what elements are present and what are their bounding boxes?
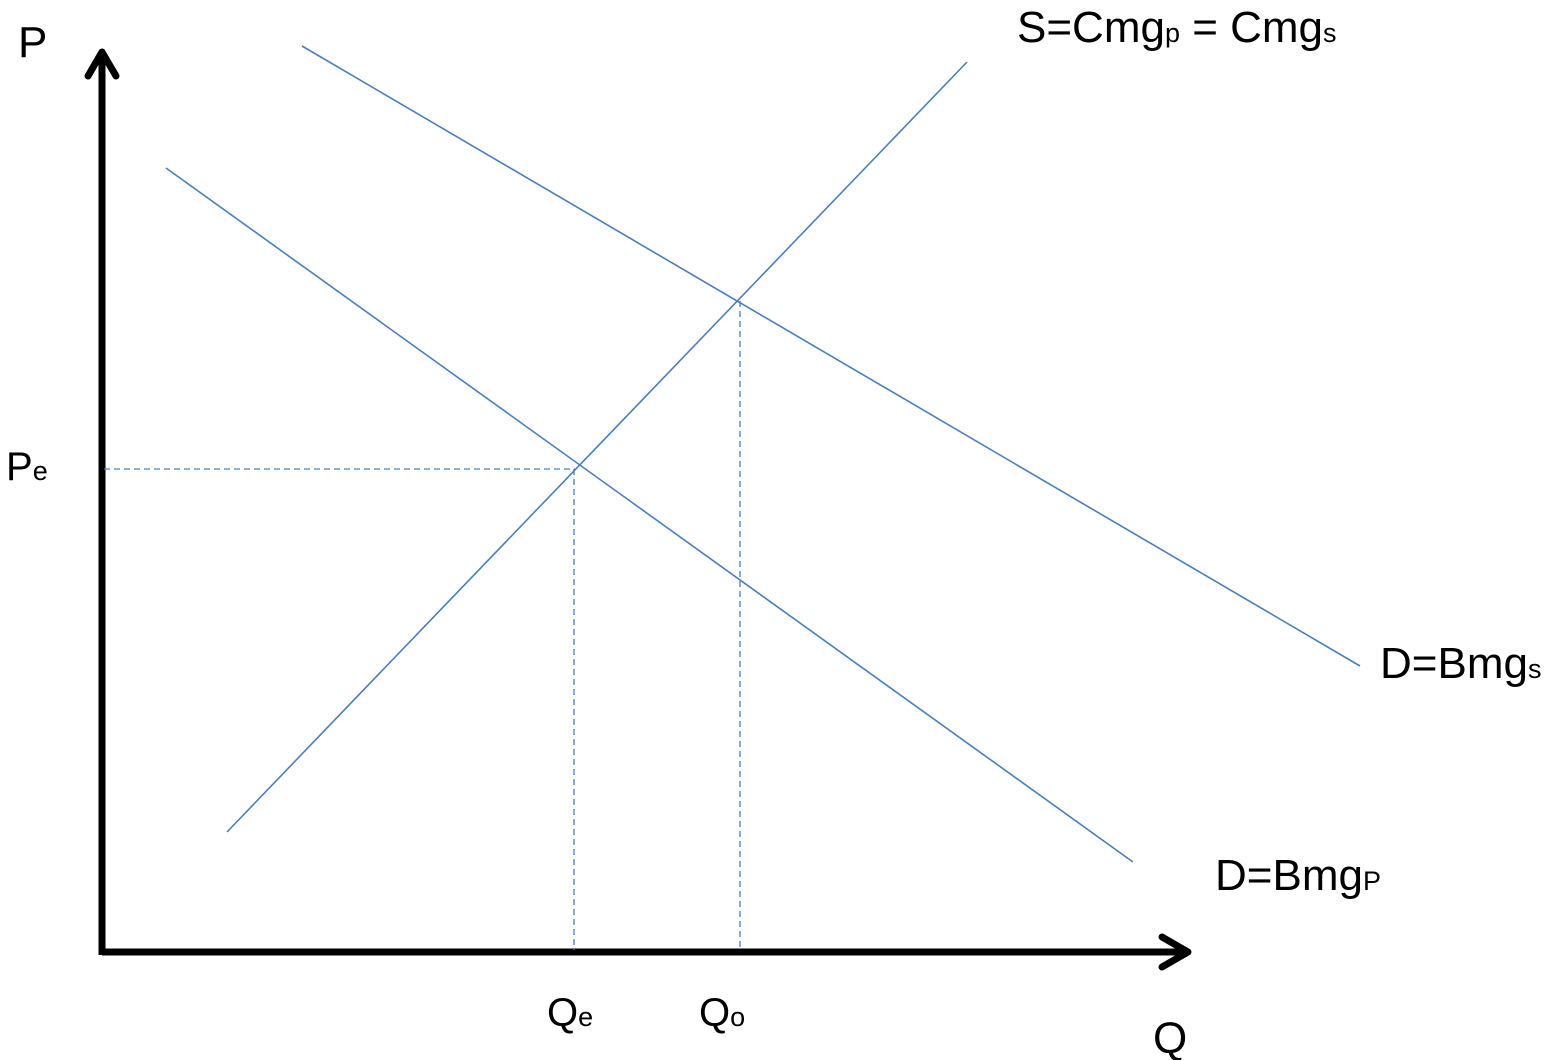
- supply-label-main: S=Cmg: [1017, 3, 1165, 52]
- supply-label-middle: = Cmg: [1180, 3, 1323, 52]
- social-demand-label: D=Bmgs: [1380, 639, 1541, 688]
- private-demand-curve: [165, 167, 1134, 863]
- private-demand-label: D=BmgP: [1215, 851, 1381, 900]
- qe-label-sub: e: [578, 1002, 593, 1032]
- y-axis-arrowhead: [84, 48, 120, 80]
- qe-label-main: Q: [547, 991, 578, 1035]
- social-demand-curve: [301, 45, 1361, 667]
- price-equilibrium-label: Pe: [6, 445, 48, 489]
- social-demand-label-sub: s: [1528, 654, 1542, 684]
- x-axis-arrowhead: [1158, 933, 1192, 971]
- y-axis-label: P: [18, 18, 47, 67]
- x-axis-label: Q: [1153, 1014, 1187, 1060]
- private-demand-label-main: D=Bmg: [1215, 851, 1363, 900]
- quantity-optimal-label: Qo: [699, 991, 745, 1035]
- qo-label-main: Q: [699, 991, 730, 1035]
- pe-label-main: P: [6, 445, 33, 489]
- qo-label-sub: o: [730, 1002, 745, 1032]
- social-demand-label-main: D=Bmg: [1380, 639, 1528, 688]
- supply-curve: [226, 61, 968, 833]
- private-demand-label-sub: P: [1363, 866, 1381, 896]
- supply-label-sub-p: p: [1165, 18, 1180, 48]
- supply-label-sub-s: s: [1323, 18, 1337, 48]
- pe-label-sub: e: [33, 456, 48, 486]
- quantity-equilibrium-label: Qe: [547, 991, 593, 1035]
- supply-curve-label: S=Cmgp = Cmgs: [1017, 3, 1337, 52]
